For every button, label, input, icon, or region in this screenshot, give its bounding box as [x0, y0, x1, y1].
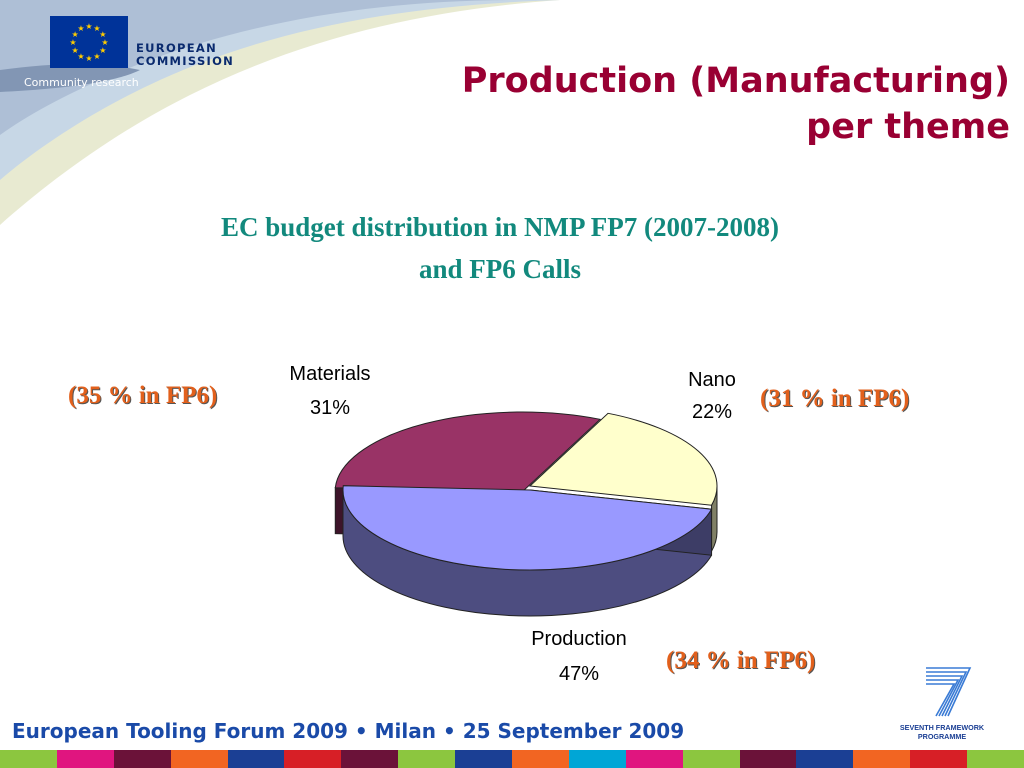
eu-star-icon: ★: [72, 30, 79, 39]
eu-star-icon: ★: [99, 46, 106, 55]
eu-star-icon: ★: [93, 24, 100, 33]
ec-flag-logo: ★ ★ ★ ★ ★ ★ ★ ★ ★ ★ ★ ★: [50, 16, 128, 68]
strip-segment: [284, 750, 342, 768]
eu-star-icon: ★: [101, 38, 108, 47]
eu-star-icon: ★: [77, 52, 84, 61]
chart-subtitle: EC budget distribution in NMP FP7 (2007-…: [0, 206, 1000, 290]
eu-star-icon: ★: [85, 22, 92, 31]
fp6-note-nano: (31 % in FP6): [760, 385, 910, 412]
strip-segment: [568, 750, 626, 768]
slice-value-materials: 31%: [310, 397, 350, 419]
strip-segment: [455, 750, 513, 768]
strip-segment: [682, 750, 740, 768]
strip-segment: [739, 750, 797, 768]
slice-label-production: Production: [531, 628, 627, 650]
strip-segment: [170, 750, 228, 768]
footer-color-strip: [0, 750, 1024, 768]
eu-star-icon: ★: [99, 30, 106, 39]
slice-value-production: 47%: [559, 663, 599, 685]
fp7-logo-line2: PROGRAMME: [918, 732, 967, 741]
fp7-logo-line1: SEVENTH FRAMEWORK: [900, 723, 985, 732]
org-name: EUROPEAN COMMISSION: [136, 42, 234, 68]
page-title-line1: Production (Manufacturing): [461, 61, 1010, 101]
strip-segment: [967, 750, 1024, 768]
page-title-line2: per theme: [806, 107, 1010, 147]
chart-subtitle-line1: EC budget distribution in NMP FP7 (2007-…: [220, 212, 780, 242]
chart-subtitle-line2: and FP6 Calls: [418, 254, 582, 284]
org-name-line2: COMMISSION: [136, 54, 235, 68]
strip-segment: [341, 750, 399, 768]
fp7-seven-icon: [926, 667, 972, 717]
fp6-note-materials: (35 % in FP6): [68, 382, 218, 409]
eu-stars-icon: ★★★★★★★★★ ★ ★★: [69, 22, 108, 63]
eu-star-icon: ★: [72, 46, 79, 55]
footer-text: European Tooling Forum 2009 • Milan • 25…: [12, 719, 685, 743]
slice-label-materials: Materials: [289, 363, 370, 385]
pie-slice-production: [342, 485, 713, 617]
strip-segment: [910, 750, 968, 768]
org-name-line1: EUROPEAN: [136, 41, 218, 55]
strip-segment: [853, 750, 911, 768]
slice-value-nano: 22%: [692, 401, 732, 423]
strip-segment: [796, 750, 854, 768]
strip-segment: [113, 750, 171, 768]
page-title: Production (Manufacturing) per theme: [462, 58, 1010, 150]
eu-star-icon: ★: [69, 38, 76, 47]
strip-segment: [512, 750, 569, 768]
fp7-logo: SEVENTH FRAMEWORK PROGRAMME: [900, 667, 985, 741]
strip-segment: [398, 750, 456, 768]
strip-segment: [0, 750, 57, 768]
eu-star-icon: ★: [85, 54, 92, 63]
strip-segment: [625, 750, 683, 768]
eu-star-icon: ★: [77, 24, 84, 33]
strip-segment: [227, 750, 285, 768]
strip-segment: [56, 750, 114, 768]
org-subtitle: Community research: [24, 76, 139, 89]
fp6-note-production: (34 % in FP6): [666, 647, 816, 674]
slice-label-nano: Nano: [688, 369, 736, 391]
eu-star-icon: ★: [93, 52, 100, 61]
